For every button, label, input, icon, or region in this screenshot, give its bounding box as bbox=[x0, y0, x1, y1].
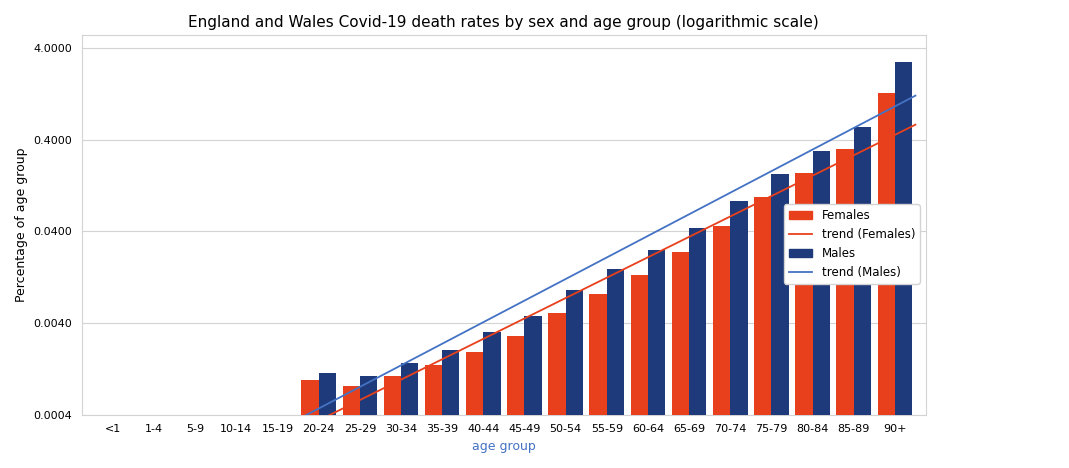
trend (Males) bbox=[877, 110, 889, 115]
trend (Males) bbox=[909, 93, 921, 98]
Y-axis label: Percentage of age group: Percentage of age group bbox=[15, 148, 28, 302]
trend (Females) bbox=[909, 122, 921, 127]
Bar bbox=[342, 386, 360, 468]
Bar bbox=[772, 174, 789, 468]
Legend: Females, trend (Females), Males, trend (Males): Females, trend (Females), Males, trend (… bbox=[784, 205, 919, 284]
trend (Females) bbox=[297, 425, 310, 431]
Bar bbox=[525, 316, 542, 468]
Bar bbox=[566, 290, 583, 468]
trend (Males) bbox=[272, 427, 284, 433]
Bar bbox=[648, 250, 665, 468]
trend (Females) bbox=[310, 419, 323, 424]
trend (Males) bbox=[854, 121, 867, 127]
Bar bbox=[548, 313, 566, 468]
Bar bbox=[812, 151, 830, 468]
Bar bbox=[795, 173, 812, 468]
Bar bbox=[424, 365, 443, 468]
Bar bbox=[466, 351, 483, 468]
Bar bbox=[443, 350, 460, 468]
trend (Females) bbox=[441, 354, 454, 359]
Bar bbox=[589, 294, 607, 468]
trend (Females) bbox=[854, 149, 867, 154]
Bar bbox=[878, 93, 895, 468]
Bar bbox=[607, 269, 624, 468]
Bar bbox=[854, 127, 871, 468]
Bar bbox=[319, 373, 336, 468]
Bar bbox=[836, 148, 854, 468]
Bar bbox=[631, 275, 648, 468]
Bar bbox=[301, 380, 319, 468]
Bar bbox=[730, 201, 747, 468]
Bar bbox=[483, 332, 500, 468]
X-axis label: age group: age group bbox=[472, 440, 536, 453]
Line: trend (Females): trend (Females) bbox=[278, 124, 915, 441]
trend (Females) bbox=[390, 379, 403, 385]
Title: England and Wales Covid-19 death rates by sex and age group (logarithmic scale): England and Wales Covid-19 death rates b… bbox=[188, 15, 819, 30]
Bar bbox=[384, 376, 401, 468]
Bar bbox=[507, 336, 525, 468]
Bar bbox=[895, 62, 912, 468]
Bar bbox=[690, 227, 707, 468]
Bar bbox=[671, 252, 690, 468]
Bar bbox=[713, 226, 730, 468]
trend (Males) bbox=[441, 338, 454, 344]
trend (Females) bbox=[877, 138, 889, 143]
trend (Males) bbox=[310, 407, 323, 413]
Bar bbox=[754, 197, 772, 468]
trend (Males) bbox=[297, 414, 310, 419]
trend (Males) bbox=[390, 365, 403, 371]
Bar bbox=[401, 364, 418, 468]
Line: trend (Males): trend (Males) bbox=[278, 95, 915, 430]
trend (Females) bbox=[272, 438, 284, 444]
Bar bbox=[360, 376, 377, 468]
